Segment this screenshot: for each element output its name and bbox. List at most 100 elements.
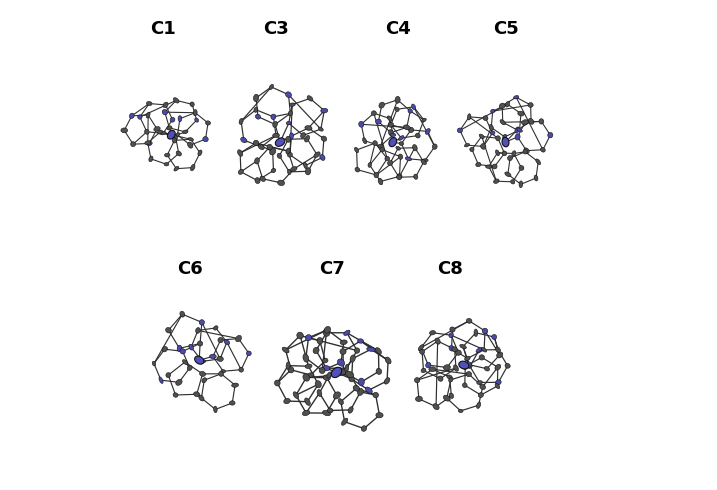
Ellipse shape [389, 138, 397, 147]
Ellipse shape [361, 426, 366, 431]
Ellipse shape [286, 136, 291, 142]
Ellipse shape [255, 114, 260, 119]
Ellipse shape [387, 116, 392, 121]
Ellipse shape [497, 352, 503, 358]
Ellipse shape [443, 365, 450, 370]
Ellipse shape [438, 376, 443, 381]
Ellipse shape [305, 398, 310, 405]
Ellipse shape [397, 175, 402, 179]
Ellipse shape [315, 381, 321, 388]
Ellipse shape [358, 389, 364, 395]
Ellipse shape [203, 137, 208, 142]
Ellipse shape [199, 395, 204, 401]
Ellipse shape [166, 327, 171, 333]
Ellipse shape [170, 117, 175, 122]
Ellipse shape [450, 327, 455, 332]
Text: C3: C3 [263, 20, 289, 38]
Ellipse shape [159, 377, 163, 384]
Ellipse shape [290, 133, 293, 139]
Ellipse shape [460, 344, 466, 349]
Ellipse shape [490, 131, 495, 135]
Ellipse shape [163, 102, 168, 108]
Ellipse shape [286, 122, 291, 125]
Ellipse shape [480, 144, 486, 149]
Ellipse shape [176, 379, 182, 385]
Ellipse shape [371, 111, 376, 116]
Ellipse shape [348, 407, 353, 413]
Ellipse shape [241, 137, 247, 143]
Ellipse shape [345, 365, 348, 372]
Ellipse shape [374, 172, 379, 178]
Ellipse shape [489, 124, 493, 130]
Text: C8: C8 [437, 260, 462, 278]
Ellipse shape [275, 380, 280, 386]
Ellipse shape [466, 318, 472, 323]
Ellipse shape [541, 147, 545, 152]
Ellipse shape [164, 153, 170, 157]
Ellipse shape [196, 328, 200, 333]
Ellipse shape [465, 144, 470, 147]
Ellipse shape [323, 366, 330, 371]
Ellipse shape [146, 112, 150, 118]
Ellipse shape [202, 378, 206, 383]
Ellipse shape [162, 109, 168, 115]
Ellipse shape [385, 357, 391, 364]
Ellipse shape [395, 97, 400, 103]
Ellipse shape [236, 335, 242, 342]
Ellipse shape [528, 119, 534, 124]
Ellipse shape [340, 340, 347, 344]
Ellipse shape [239, 119, 243, 124]
Ellipse shape [376, 413, 383, 418]
Ellipse shape [490, 109, 495, 113]
Ellipse shape [145, 129, 149, 134]
Ellipse shape [195, 118, 199, 122]
Ellipse shape [267, 145, 272, 149]
Ellipse shape [433, 404, 439, 410]
Ellipse shape [130, 142, 136, 147]
Ellipse shape [224, 340, 229, 344]
Ellipse shape [303, 374, 310, 381]
Ellipse shape [333, 392, 341, 399]
Ellipse shape [505, 101, 510, 107]
Ellipse shape [239, 367, 244, 372]
Ellipse shape [502, 137, 509, 147]
Ellipse shape [435, 338, 440, 344]
Ellipse shape [189, 344, 194, 350]
Ellipse shape [328, 408, 333, 413]
Ellipse shape [493, 179, 499, 183]
Ellipse shape [495, 150, 500, 156]
Ellipse shape [502, 151, 507, 156]
Ellipse shape [373, 141, 377, 146]
Ellipse shape [376, 368, 381, 374]
Ellipse shape [272, 122, 277, 127]
Ellipse shape [153, 126, 160, 131]
Ellipse shape [237, 150, 243, 156]
Ellipse shape [308, 373, 314, 377]
Ellipse shape [313, 347, 319, 354]
Ellipse shape [432, 144, 437, 149]
Ellipse shape [303, 162, 307, 169]
Text: C5: C5 [493, 20, 519, 38]
Ellipse shape [398, 154, 403, 159]
Ellipse shape [331, 367, 342, 378]
Ellipse shape [288, 169, 291, 174]
Ellipse shape [429, 367, 436, 371]
Ellipse shape [167, 126, 172, 130]
Ellipse shape [175, 133, 180, 137]
Ellipse shape [289, 103, 295, 106]
Ellipse shape [314, 152, 320, 158]
Ellipse shape [455, 350, 461, 355]
Ellipse shape [270, 148, 276, 155]
Ellipse shape [363, 138, 366, 144]
Ellipse shape [194, 110, 197, 116]
Ellipse shape [188, 142, 193, 148]
Ellipse shape [174, 166, 179, 171]
Ellipse shape [319, 368, 325, 373]
Ellipse shape [443, 395, 450, 401]
Ellipse shape [390, 133, 396, 137]
Ellipse shape [219, 371, 224, 376]
Ellipse shape [172, 138, 177, 143]
Text: C1: C1 [151, 20, 176, 38]
Ellipse shape [173, 393, 178, 397]
Ellipse shape [340, 349, 346, 354]
